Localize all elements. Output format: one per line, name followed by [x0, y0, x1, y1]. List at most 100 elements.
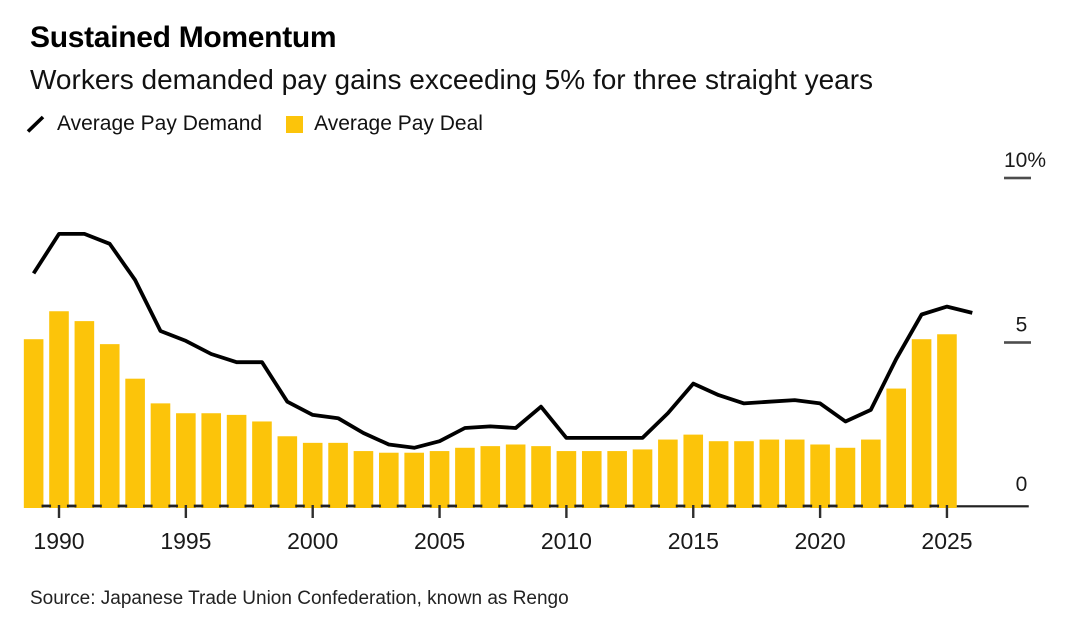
bar-2008	[505, 444, 526, 508]
x-axis-ticks: 1990 1995 2000 2005 2010 2015 2020 2025	[33, 505, 973, 554]
baseline-dash	[346, 504, 356, 508]
baseline-dash	[701, 504, 711, 508]
bar-1991	[74, 321, 95, 508]
baseline-dash	[523, 504, 534, 508]
baseline-dash	[625, 504, 635, 508]
baseline-dash	[675, 504, 686, 508]
x-axis-label: 2015	[668, 528, 719, 554]
x-axis-label: 2000	[287, 528, 338, 554]
x-tick-2005	[438, 505, 441, 518]
legend-label-pay-deal: Average Pay Deal	[314, 112, 483, 135]
x-axis-label: 2025	[921, 528, 972, 554]
bar-2006	[455, 447, 475, 508]
baseline-dash	[117, 504, 128, 508]
bar-2004	[404, 452, 424, 508]
baseline-dash	[878, 504, 889, 508]
y-tick-dash	[1004, 176, 1031, 180]
x-axis-label: 1995	[160, 528, 211, 554]
baseline-dash	[422, 504, 432, 508]
baseline-dash	[904, 504, 914, 508]
bar-1999	[277, 436, 298, 508]
x-axis-label: 2010	[541, 528, 592, 554]
bar-2017	[734, 441, 754, 508]
x-axis-baseline	[41, 504, 1029, 508]
baseline-dash	[143, 504, 153, 508]
x-tick-2020	[818, 505, 822, 518]
baseline-dash	[929, 504, 940, 508]
baseline-dash	[168, 504, 178, 508]
bar-2002	[353, 451, 374, 508]
y-axis-label: 5	[1016, 314, 1028, 337]
bar-2009	[531, 446, 551, 508]
baseline-dash	[853, 504, 863, 508]
baseline-dash	[295, 504, 305, 508]
bar-2005	[429, 451, 450, 508]
baseline-dash	[472, 504, 483, 508]
bar-2000	[302, 442, 323, 508]
bar-2018	[759, 439, 780, 508]
baseline-dash	[498, 504, 508, 508]
baseline-dash	[371, 504, 381, 508]
y-axis-ticks: 0 5 10%	[1004, 149, 1046, 496]
bar-2014	[658, 439, 678, 508]
bar-2025	[937, 334, 957, 508]
baseline-right-segment	[956, 505, 1029, 508]
bar-2020	[810, 444, 830, 508]
bar-2003	[379, 452, 399, 508]
bar-1996	[201, 413, 222, 508]
source-note: Source: Japanese Trade Union Confederati…	[30, 588, 569, 609]
bar-2023	[886, 388, 907, 508]
x-tick-1995	[184, 505, 188, 518]
bar-swatch-icon	[286, 115, 304, 133]
baseline-dash	[751, 504, 762, 508]
bar-1994	[150, 403, 171, 508]
bar-2022	[861, 439, 881, 508]
bar-1993	[125, 378, 145, 508]
chart-subtitle: Workers demanded pay gains exceeding 5% …	[30, 64, 874, 95]
baseline-dash	[320, 504, 331, 508]
x-tick-2010	[565, 505, 568, 518]
baseline-dash	[219, 504, 229, 508]
bar-2021	[835, 447, 856, 508]
bar-2013	[632, 449, 653, 508]
bar-2016	[708, 441, 729, 508]
demand-line	[32, 231, 973, 450]
bar-1992	[99, 344, 120, 508]
chart-legend: Average Pay Demand Average Pay Deal	[26, 112, 483, 136]
baseline-dash	[193, 504, 204, 508]
baseline-dash	[599, 504, 610, 508]
y-axis-label: 10%	[1004, 149, 1046, 172]
bar-1998	[252, 421, 272, 508]
baseline-dash	[244, 504, 255, 508]
baseline-dash	[66, 504, 77, 508]
baseline-dash	[447, 504, 457, 508]
baseline-dash	[574, 504, 584, 508]
baseline-dash	[650, 504, 660, 508]
bar-2007	[480, 446, 501, 508]
baseline-dash	[41, 504, 52, 508]
baseline-dash	[269, 504, 280, 508]
baseline-dash	[92, 504, 102, 508]
chart-title: Sustained Momentum	[30, 21, 337, 54]
baseline-dash	[828, 504, 838, 508]
x-axis-label: 2005	[414, 528, 465, 554]
baseline-dash	[802, 504, 813, 508]
bar-1989	[23, 339, 44, 508]
legend-label-pay-demand: Average Pay Demand	[57, 112, 263, 135]
baseline-dash	[396, 504, 407, 508]
x-tick-2015	[692, 505, 695, 518]
line-swatch-icon	[26, 115, 45, 133]
y-axis-label: 0	[1016, 473, 1028, 496]
line-swatch-stroke	[26, 115, 45, 133]
bar-1997	[226, 414, 247, 508]
bar-series	[23, 311, 957, 508]
bar-2001	[328, 442, 348, 508]
bar-2015	[683, 434, 704, 508]
bar-1990	[49, 311, 69, 508]
baseline-dash	[726, 504, 737, 508]
x-tick-1990	[57, 505, 61, 518]
legend-item-pay-demand: Average Pay Demand	[26, 112, 262, 136]
bar-2024	[911, 339, 932, 508]
